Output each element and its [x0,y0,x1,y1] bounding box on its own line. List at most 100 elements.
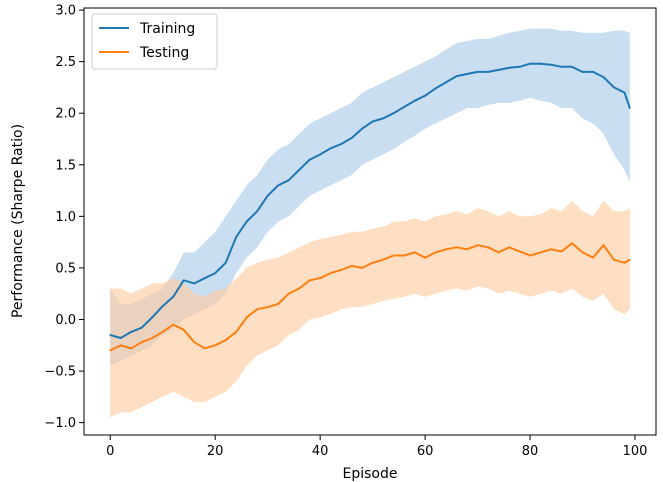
testing-point [214,344,217,347]
testing-point [476,244,479,247]
x-tick-label: 60 [417,444,434,459]
y-axis-label: Performance (Sharpe Ratio) [10,124,26,318]
training-point [560,65,563,68]
training-point [508,66,510,69]
training-point [487,71,489,73]
y-tick-label: −1.0 [44,416,76,431]
testing-point [403,254,405,257]
x-tick-label: 100 [623,444,648,459]
y-axis: −1.0 −0.5 0.0 0.5 1.0 1.5 2.0 2.5 3.0 [44,4,84,431]
testing-point [602,244,605,247]
testing-point [319,277,321,280]
y-tick-label: 2.0 [55,107,76,122]
training-point [182,279,185,282]
testing-point [340,269,342,271]
testing-point [434,251,437,254]
training-point [319,153,321,156]
testing-point [592,256,594,259]
testing-point [130,347,133,350]
training-point [613,86,615,89]
y-tick-label: 3.0 [55,4,76,19]
legend-label-training: Training [139,21,195,37]
y-tick-label: 1.5 [55,158,76,173]
testing-point [151,337,154,339]
training-point [340,143,342,146]
testing-point [182,328,185,331]
training-point [434,87,437,90]
training-point [203,277,206,280]
training-point [193,282,196,285]
training-point [350,137,353,139]
training-point [109,334,112,336]
training-point [161,305,164,307]
testing-point [529,254,531,257]
testing-point [392,254,395,257]
training-point [571,65,573,68]
training-point [256,210,259,213]
testing-point [203,347,206,350]
testing-point [382,258,384,261]
training-point [466,73,468,75]
x-tick-label: 40 [312,444,329,459]
training-point [277,184,280,187]
testing-point [350,265,353,267]
testing-point [298,287,301,290]
testing-point [508,246,510,249]
training-point [214,272,217,274]
testing-point [623,261,626,264]
x-tick-label: 0 [106,444,114,459]
legend: Training Testing [91,13,218,70]
testing-point [361,267,363,269]
testing-point [445,248,447,251]
testing-band [110,200,630,418]
training-point [172,295,175,298]
training-point [130,331,133,333]
training-point [539,62,542,65]
testing-point [308,279,311,282]
testing-point [235,331,238,333]
testing-point [109,349,112,352]
testing-point [193,341,196,344]
training-point [476,71,479,73]
training-point [329,147,332,150]
training-point [392,112,395,115]
testing-point [518,250,521,253]
training-point [266,194,269,197]
training-point [628,107,631,109]
training-point [602,76,605,78]
y-tick-label: 1.0 [55,210,76,225]
training-point [445,81,447,84]
series-lines [109,62,631,352]
training-point [287,179,290,182]
y-tick-label: 0.0 [55,313,76,328]
training-point [518,65,521,68]
x-tick-label: 80 [522,444,539,459]
testing-point [581,251,584,254]
training-point [119,337,122,339]
training-point [151,316,154,319]
testing-point [371,261,374,264]
training-point [235,236,238,238]
testing-point [172,323,175,326]
training-point [623,91,626,94]
training-point [424,94,426,97]
testing-point [466,248,468,251]
testing-point [277,303,280,305]
y-tick-label: 0.5 [55,261,76,276]
training-point [308,158,311,161]
training-point [529,62,531,65]
testing-point [140,341,143,344]
training-point [413,99,416,102]
testing-point [628,258,631,261]
x-axis: 0 20 40 60 80 100 [106,435,647,459]
training-point [224,261,227,264]
y-tick-label: 2.5 [55,55,76,70]
x-axis-label: Episode [343,466,398,482]
testing-point [266,306,269,308]
training-point [298,169,301,171]
training-point [550,63,552,66]
training-point [455,75,458,77]
testing-point [550,248,552,251]
training-point [403,106,405,108]
